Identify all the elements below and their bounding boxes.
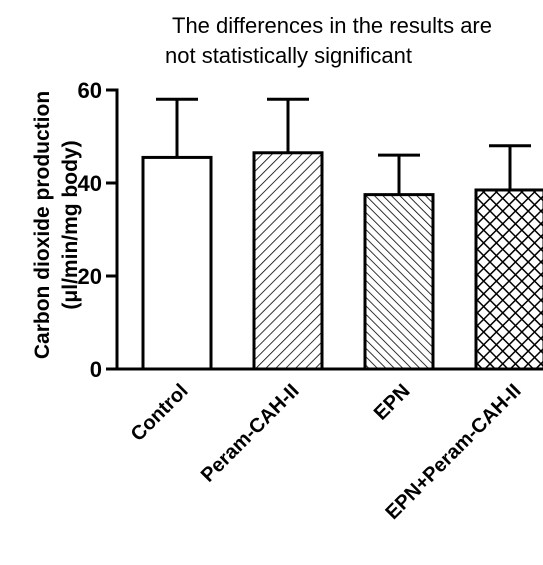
chart-title-line-1: The differences in the results are <box>172 13 492 38</box>
bar-epn <box>363 193 435 371</box>
bar-control <box>141 155 213 371</box>
x-tick-label-peram-cah-ii: Peram-CAH-II <box>197 380 304 487</box>
bar-epn-peram-cah-ii <box>474 188 543 371</box>
y-tick-label: 0 <box>90 357 102 382</box>
bars <box>141 97 543 371</box>
x-tick-label-control: Control <box>127 380 193 446</box>
y-axis-label: Carbon dioxide production <box>31 91 54 359</box>
y-tick-label: 60 <box>78 78 102 103</box>
x-tick-label-epn: EPN <box>370 380 415 425</box>
y-axis-unit: (μl/min/mg body) <box>59 140 82 309</box>
y-axis-ticks: 0 20 40 60 <box>78 78 117 382</box>
chart-title-line-2: not statistically significant <box>165 43 412 68</box>
y-tick-label: 40 <box>78 171 102 196</box>
y-tick-label: 20 <box>78 264 102 289</box>
bar-peram-cah-ii <box>252 151 324 371</box>
